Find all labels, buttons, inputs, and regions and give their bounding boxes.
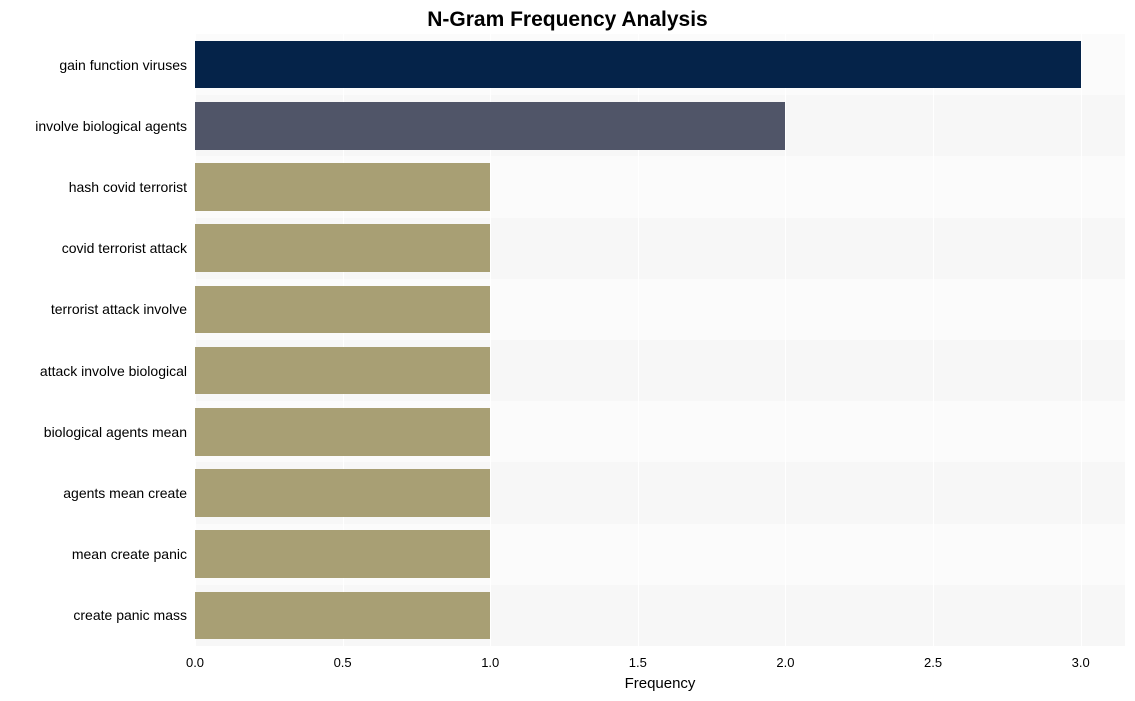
x-tick-label: 1.5	[629, 655, 647, 670]
bar	[195, 592, 490, 640]
y-category-label: gain function viruses	[0, 57, 187, 73]
y-category-label: attack involve biological	[0, 363, 187, 379]
ngram-frequency-chart: N-Gram Frequency Analysis Frequency gain…	[0, 0, 1135, 701]
bar	[195, 224, 490, 272]
plot-area	[195, 34, 1125, 646]
grid-vline	[785, 34, 786, 646]
x-tick-label: 2.0	[776, 655, 794, 670]
x-tick-label: 2.5	[924, 655, 942, 670]
bar	[195, 347, 490, 395]
grid-vline	[1081, 34, 1082, 646]
bar	[195, 530, 490, 578]
y-category-label: biological agents mean	[0, 424, 187, 440]
y-category-label: covid terrorist attack	[0, 240, 187, 256]
bar	[195, 286, 490, 334]
y-category-label: mean create panic	[0, 546, 187, 562]
grid-vline	[933, 34, 934, 646]
chart-title: N-Gram Frequency Analysis	[0, 8, 1135, 32]
x-tick-label: 0.5	[334, 655, 352, 670]
x-tick-label: 0.0	[186, 655, 204, 670]
y-category-label: create panic mass	[0, 607, 187, 623]
y-category-label: involve biological agents	[0, 118, 187, 134]
bar	[195, 408, 490, 456]
y-category-label: hash covid terrorist	[0, 179, 187, 195]
bar	[195, 102, 785, 150]
y-category-label: agents mean create	[0, 485, 187, 501]
x-tick-label: 3.0	[1072, 655, 1090, 670]
x-tick-label: 1.0	[481, 655, 499, 670]
bar	[195, 163, 490, 211]
bar	[195, 469, 490, 517]
bar	[195, 41, 1081, 89]
x-axis-label: Frequency	[195, 675, 1125, 692]
y-category-label: terrorist attack involve	[0, 301, 187, 317]
